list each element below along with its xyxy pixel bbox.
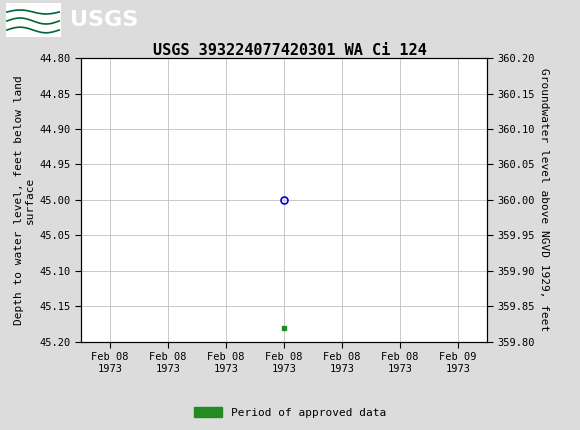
Y-axis label: Groundwater level above NGVD 1929, feet: Groundwater level above NGVD 1929, feet [539, 68, 549, 332]
Text: USGS: USGS [70, 10, 138, 30]
Text: USGS 393224077420301 WA Ci 124: USGS 393224077420301 WA Ci 124 [153, 43, 427, 58]
Legend: Period of approved data: Period of approved data [190, 403, 390, 422]
FancyBboxPatch shape [6, 3, 61, 37]
Y-axis label: Depth to water level, feet below land
surface: Depth to water level, feet below land su… [14, 75, 35, 325]
